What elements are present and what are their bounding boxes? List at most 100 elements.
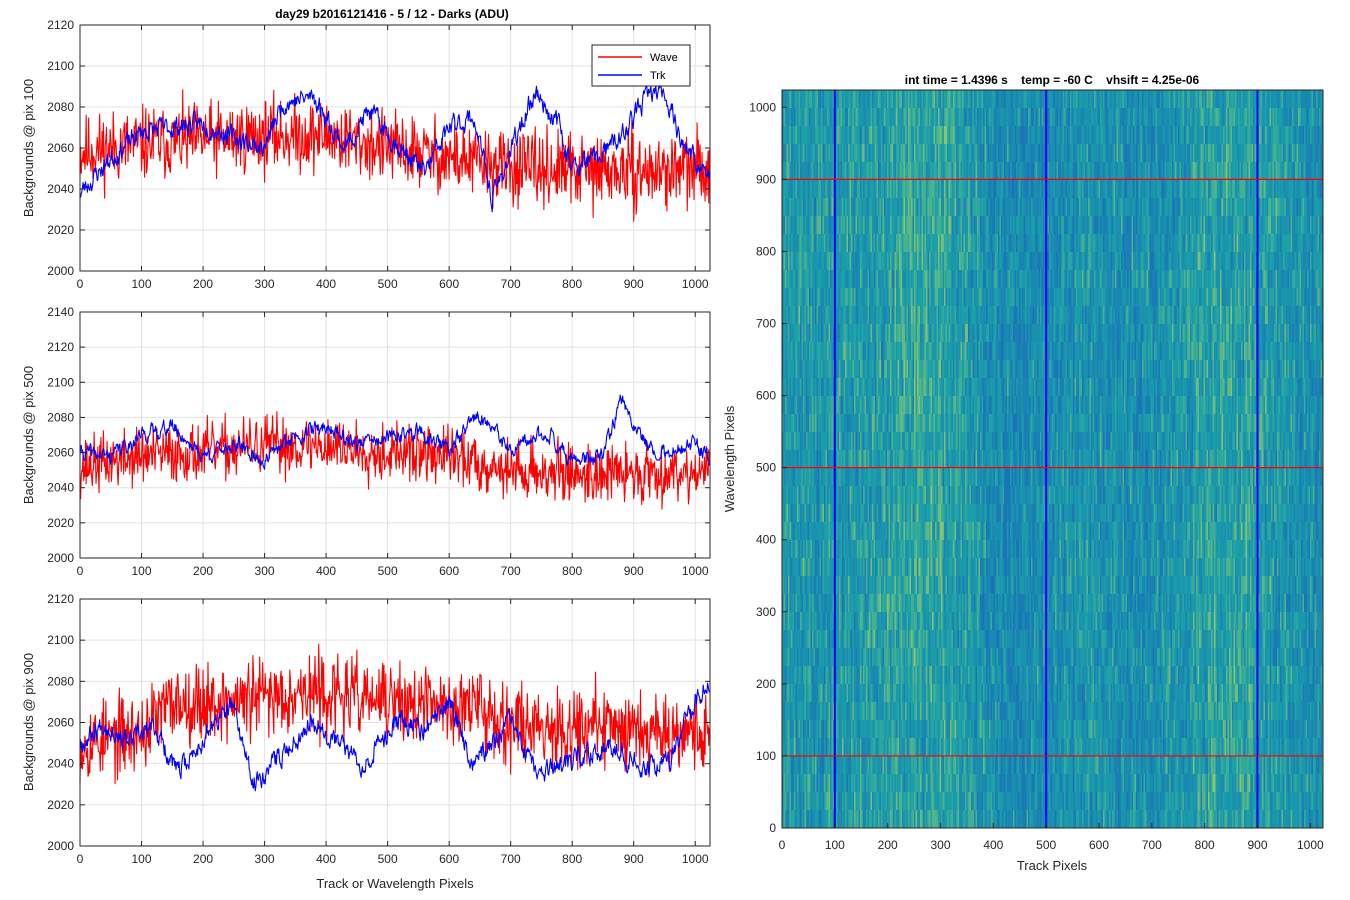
- heatmap-cell: [849, 720, 852, 739]
- heatmap-cell: [864, 198, 867, 217]
- heatmap-cell: [869, 666, 871, 685]
- heatmap-cell: [822, 396, 825, 415]
- heatmap-cell: [873, 810, 876, 828]
- heatmap-cell: [783, 792, 786, 811]
- heatmap-cell: [824, 90, 826, 109]
- heatmap-cell: [831, 738, 834, 757]
- heatmap-cell: [866, 558, 868, 577]
- heatmap-cell: [798, 342, 801, 361]
- heatmap-cell: [869, 378, 871, 397]
- heatmap-cell: [785, 306, 787, 325]
- heatmap-cell: [849, 414, 852, 433]
- heatmap-cell: [866, 450, 868, 469]
- heatmap-cell: [840, 144, 843, 163]
- heatmap-cell: [807, 306, 810, 325]
- heatmap-cell: [881, 486, 883, 505]
- heatmap-cell: [809, 234, 811, 253]
- heatmap-cell: [789, 522, 792, 541]
- heatmap-cell: [876, 522, 879, 541]
- heatmap-cell: [858, 540, 861, 559]
- heatmap-cell: [821, 360, 823, 379]
- heatmap-cell: [782, 378, 784, 397]
- heatmap-cell: [830, 594, 832, 613]
- heatmap-cell: [816, 630, 819, 649]
- heatmap-cell: [798, 504, 801, 523]
- heatmap-cell: [816, 306, 819, 325]
- heatmap-cell: [878, 198, 880, 217]
- heatmap-cell: [854, 504, 856, 523]
- heatmap-cell: [878, 288, 880, 307]
- heatmap-cell: [819, 540, 822, 559]
- heatmap-cell: [812, 558, 814, 577]
- heatmap-cell: [879, 486, 882, 505]
- heatmap-cell: [872, 270, 874, 289]
- heatmap-cell: [851, 126, 853, 145]
- heatmap-cell: [825, 414, 828, 433]
- heatmap-cell: [828, 738, 831, 757]
- heatmap-cell: [792, 108, 795, 127]
- heatmap-cell: [836, 270, 838, 289]
- heatmap-cell: [872, 378, 874, 397]
- heatmap-cell: [867, 720, 870, 739]
- heatmap-cell: [786, 450, 789, 469]
- heatmap-cell: [821, 450, 823, 469]
- heatmap-cell: [864, 288, 867, 307]
- heatmap-cell: [801, 396, 804, 415]
- heatmap-cell: [822, 324, 825, 343]
- heatmap-cell: [827, 666, 829, 685]
- heatmap-cell: [783, 522, 786, 541]
- heatmap-cell: [804, 252, 807, 271]
- heatmap-cell: [846, 108, 849, 127]
- heatmap-cell: [849, 378, 852, 397]
- heatmap-cell: [795, 684, 798, 703]
- heatmap-cell: [824, 342, 826, 361]
- heatmap-cell: [864, 612, 867, 631]
- heatmap-cell: [803, 198, 805, 217]
- heatmap-cell: [783, 270, 786, 289]
- heatmap-cell: [785, 288, 787, 307]
- heatmap-cell: [813, 396, 816, 415]
- heatmap-cell: [798, 738, 801, 757]
- heatmap-cell: [881, 252, 883, 271]
- heatmap-cell: [785, 666, 787, 685]
- heatmap-cell: [852, 576, 855, 595]
- heatmap-cell: [840, 414, 843, 433]
- heatmap-cell: [876, 216, 879, 235]
- heatmap-cell: [797, 306, 799, 325]
- heatmap-cell: [846, 324, 849, 343]
- heatmap-cell: [816, 252, 819, 271]
- heatmap-cell: [821, 306, 823, 325]
- heatmap-cell: [783, 666, 786, 685]
- heatmap-cell: [788, 756, 790, 775]
- heatmap-cell: [816, 792, 819, 811]
- heatmap-cell: [804, 774, 807, 793]
- heatmap-cell: [864, 216, 867, 235]
- heatmap-cell: [828, 162, 831, 181]
- heatmap-cell: [857, 270, 859, 289]
- heatmap-cell: [791, 738, 793, 757]
- heatmap-cell: [798, 576, 801, 595]
- heatmap-cell: [804, 810, 807, 828]
- heatmap-cell: [860, 810, 862, 828]
- heatmap-cell: [828, 576, 831, 595]
- heatmap-cell: [798, 396, 801, 415]
- heatmap-cell: [795, 486, 798, 505]
- heatmap-cell: [843, 198, 846, 217]
- heatmap-cell: [839, 324, 841, 343]
- heatmap-cell: [855, 180, 858, 199]
- heatmap-cell: [812, 576, 814, 595]
- heatmap-cell: [782, 252, 784, 271]
- heatmap-cell: [858, 558, 861, 577]
- heatmap-cell: [879, 684, 882, 703]
- heatmap-cell: [801, 666, 804, 685]
- heatmap-cell: [821, 396, 823, 415]
- heatmap-cell: [854, 360, 856, 379]
- heatmap-cell: [818, 198, 820, 217]
- heatmap-cell: [795, 612, 798, 631]
- heatmap-cell: [828, 792, 831, 811]
- heatmap-cell: [822, 432, 825, 451]
- heatmap-cell: [857, 720, 859, 739]
- heatmap-cell: [806, 540, 808, 559]
- heatmap-cell: [782, 648, 784, 667]
- heatmap-cell: [828, 414, 831, 433]
